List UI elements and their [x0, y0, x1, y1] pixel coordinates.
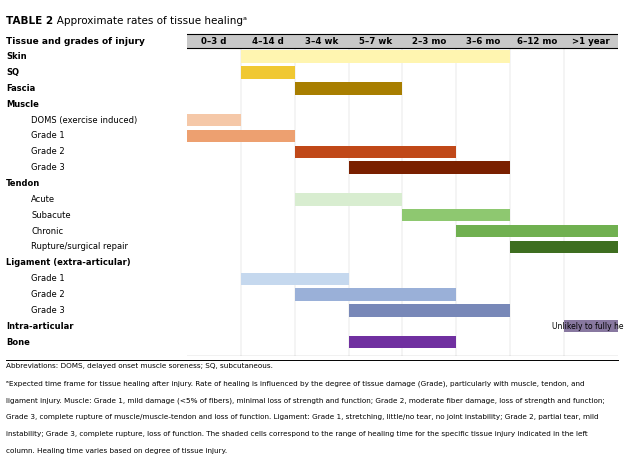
Text: ligament injury. Muscle: Grade 1, mild damage (<5% of fibers), minimal loss of s: ligament injury. Muscle: Grade 1, mild d…: [6, 397, 605, 404]
Bar: [402, 209, 510, 221]
Text: >1 year: >1 year: [572, 37, 610, 45]
Text: Grade 1: Grade 1: [31, 274, 65, 283]
Text: TABLE 2: TABLE 2: [6, 16, 54, 26]
Bar: [295, 82, 402, 95]
Text: Ligament (extra-articular): Ligament (extra-articular): [6, 258, 131, 267]
Text: Subacute: Subacute: [31, 211, 71, 220]
Bar: [241, 66, 295, 79]
Bar: [295, 288, 456, 301]
Bar: [187, 114, 241, 126]
Bar: [510, 241, 618, 253]
Bar: [187, 130, 295, 142]
Text: ᵃExpected time frame for tissue healing after injury. Rate of healing is influen: ᵃExpected time frame for tissue healing …: [6, 380, 585, 387]
Text: Acute: Acute: [31, 195, 56, 204]
Bar: [295, 145, 456, 158]
Text: DOMS (exercise induced): DOMS (exercise induced): [31, 115, 137, 125]
Bar: [349, 161, 510, 174]
Text: 4–14 d: 4–14 d: [252, 37, 284, 45]
Text: 3–4 wk: 3–4 wk: [305, 37, 338, 45]
Text: instability; Grade 3, complete rupture, loss of function. The shaded cells corre: instability; Grade 3, complete rupture, …: [6, 431, 588, 437]
Text: Bone: Bone: [6, 338, 30, 347]
Text: Grade 3: Grade 3: [31, 163, 65, 172]
Text: Tissue and grades of injury: Tissue and grades of injury: [6, 37, 145, 45]
Text: SQ: SQ: [6, 68, 19, 77]
Text: Tendon: Tendon: [6, 179, 41, 188]
Text: Muscle: Muscle: [6, 100, 39, 109]
Text: Abbreviations: DOMS, delayed onset muscle soreness; SQ, subcutaneous.: Abbreviations: DOMS, delayed onset muscl…: [6, 363, 273, 370]
Text: Intra-articular: Intra-articular: [6, 322, 74, 331]
Bar: [349, 336, 456, 348]
Text: Grade 1: Grade 1: [31, 131, 65, 140]
Text: Rupture/surgical repair: Rupture/surgical repair: [31, 242, 128, 251]
Text: Approximate rates of tissue healingᵃ: Approximate rates of tissue healingᵃ: [47, 16, 247, 26]
Text: 6–12 mo: 6–12 mo: [517, 37, 557, 45]
Bar: [295, 193, 402, 205]
Bar: [349, 304, 510, 317]
Bar: [456, 225, 618, 237]
Text: 2–3 mo: 2–3 mo: [412, 37, 447, 45]
Bar: [241, 272, 349, 285]
Text: Skin: Skin: [6, 52, 27, 61]
Text: 0–3 d: 0–3 d: [202, 37, 227, 45]
Bar: [241, 51, 510, 63]
Bar: [564, 320, 618, 333]
Text: Grade 3, complete rupture of muscle/muscle-tendon and loss of function. Ligament: Grade 3, complete rupture of muscle/musc…: [6, 414, 599, 420]
Text: Grade 2: Grade 2: [31, 147, 65, 156]
Text: column. Healing time varies based on degree of tissue injury.: column. Healing time varies based on deg…: [6, 448, 227, 454]
Text: 3–6 mo: 3–6 mo: [466, 37, 500, 45]
Text: Fascia: Fascia: [6, 84, 36, 93]
Text: Chronic: Chronic: [31, 227, 63, 235]
Bar: [187, 34, 618, 48]
Text: Unlikely to fully heal: Unlikely to fully heal: [552, 322, 624, 331]
Text: Grade 3: Grade 3: [31, 306, 65, 315]
Text: Grade 2: Grade 2: [31, 290, 65, 299]
Text: 5–7 wk: 5–7 wk: [359, 37, 392, 45]
